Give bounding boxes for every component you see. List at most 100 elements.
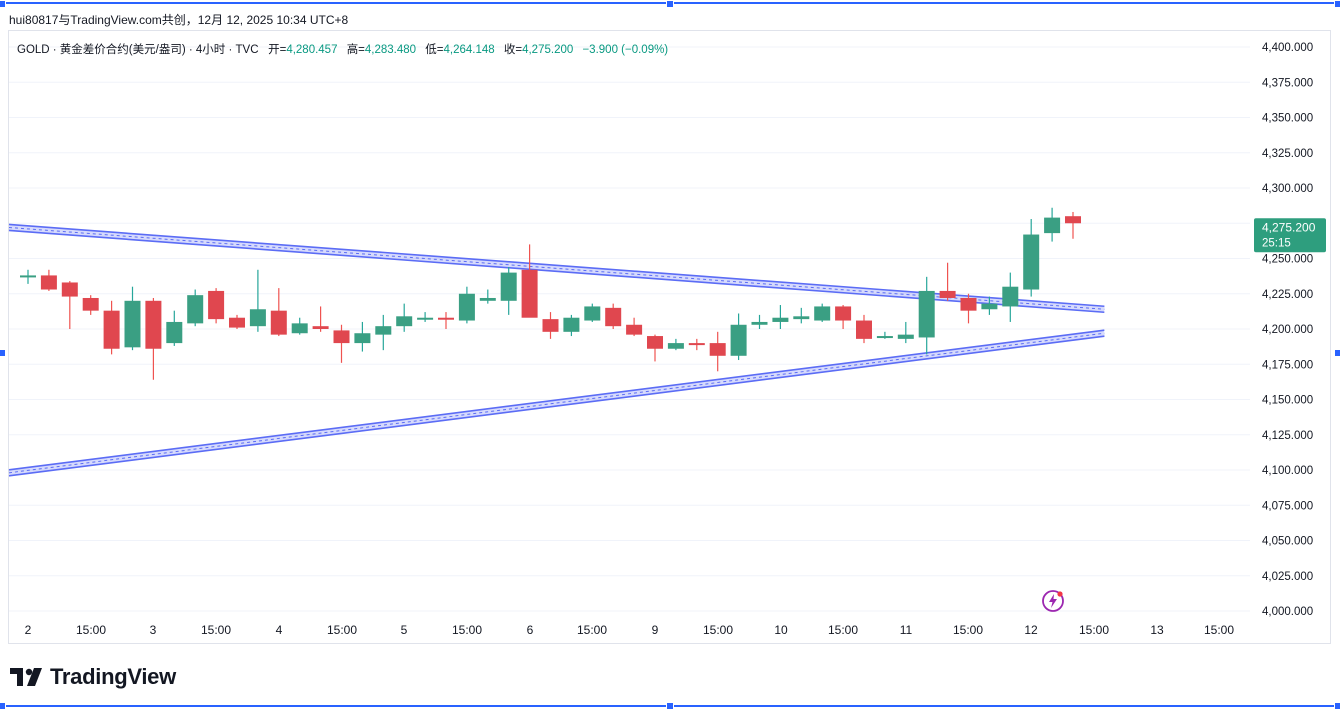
trendline-upper-edge-bottom[interactable] bbox=[8, 229, 1105, 314]
x-tick-label: 13 bbox=[1150, 623, 1164, 637]
y-tick-label: 4,075.000 bbox=[1262, 500, 1313, 512]
candle-body bbox=[375, 326, 392, 335]
resize-handle-left[interactable] bbox=[0, 349, 6, 357]
candle-body bbox=[438, 317, 454, 320]
x-tick-label: 2 bbox=[25, 623, 32, 637]
y-axis[interactable]: 4,400.000 4,375.000 4,350.000 4,325.000 4,30… bbox=[1262, 42, 1313, 618]
x-tick-label: 4 bbox=[276, 623, 283, 637]
high-value: 4,283.480 bbox=[364, 44, 417, 56]
tradingview-logo-icon bbox=[10, 668, 42, 686]
candle-body bbox=[856, 320, 872, 339]
resize-handle-top-left[interactable] bbox=[0, 0, 6, 8]
x-tick-label: 12 bbox=[1024, 623, 1038, 637]
candle-body bbox=[20, 275, 36, 278]
x-tick-label: 15:00 bbox=[201, 623, 231, 637]
y-tick-label: 4,050.000 bbox=[1262, 536, 1313, 548]
candle-body bbox=[270, 310, 287, 335]
resize-handle-top-right[interactable] bbox=[1334, 0, 1340, 8]
candle-body bbox=[876, 336, 893, 339]
candle-body bbox=[647, 336, 663, 349]
candle-body bbox=[814, 306, 831, 321]
candle-body bbox=[605, 307, 622, 327]
close-label: 收= bbox=[503, 44, 523, 56]
last-price-value: 4,275.200 bbox=[1262, 220, 1316, 234]
candle-body bbox=[1002, 286, 1019, 307]
symbol-legend: GOLD · 黄金差价合约(美元/盎司) · 4小时 · TVC 开=4,280… bbox=[17, 41, 668, 57]
resize-handle-right[interactable] bbox=[1334, 349, 1340, 357]
candle-body bbox=[61, 282, 78, 297]
change-value: −3.900 (−0.09%) bbox=[582, 44, 669, 56]
x-tick-label: 15:00 bbox=[452, 623, 482, 637]
x-axis[interactable]: 2 15:00 3 15:00 4 15:00 5 15:00 6 15:00 9 15:00 10 15… bbox=[25, 623, 1235, 637]
tradingview-wordmark: TradingView bbox=[50, 664, 176, 689]
candle-body bbox=[772, 317, 789, 322]
resize-handle-top[interactable] bbox=[666, 0, 674, 8]
x-tick-label: 15:00 bbox=[828, 623, 858, 637]
snapshot-caption: hui80817与TradingView.com共创，12月 12, 2025 … bbox=[9, 13, 349, 27]
candle-body bbox=[981, 303, 998, 310]
candle-body bbox=[291, 323, 308, 334]
candle-body bbox=[166, 321, 183, 344]
chart-frame bbox=[8, 30, 1331, 644]
candle-body bbox=[960, 297, 977, 311]
low-value: 4,264.148 bbox=[443, 44, 495, 56]
x-tick-label: 15:00 bbox=[577, 623, 607, 637]
candle-body bbox=[1044, 217, 1061, 234]
y-tick-label: 4,150.000 bbox=[1262, 395, 1313, 407]
lightning-icon[interactable] bbox=[1041, 589, 1065, 613]
last-price-tag bbox=[1254, 218, 1326, 253]
candle-body bbox=[208, 290, 225, 320]
trendline-lower-edge-bottom[interactable] bbox=[8, 335, 1105, 477]
trendline-lower-edge-top[interactable] bbox=[8, 329, 1105, 471]
candle-body bbox=[939, 290, 956, 298]
candle-body bbox=[333, 330, 350, 344]
open-label: 开= bbox=[268, 44, 287, 56]
x-tick-label: 15:00 bbox=[953, 623, 983, 637]
y-tick-label: 4,200.000 bbox=[1262, 324, 1313, 336]
x-tick-label: 5 bbox=[401, 623, 408, 637]
x-tick-label: 9 bbox=[652, 623, 659, 637]
x-tick-label: 10 bbox=[774, 623, 788, 637]
candle-body bbox=[751, 321, 768, 325]
candle-body bbox=[709, 343, 726, 356]
low-label: 低= bbox=[425, 44, 444, 56]
candle-body bbox=[124, 300, 141, 348]
x-tick-label: 15:00 bbox=[1079, 623, 1109, 637]
y-tick-label: 4,325.000 bbox=[1262, 148, 1313, 160]
tradingview-logo[interactable]: TradingView bbox=[10, 664, 176, 690]
x-tick-label: 11 bbox=[900, 623, 913, 637]
y-tick-label: 4,250.000 bbox=[1262, 254, 1313, 266]
candle-body bbox=[458, 293, 475, 321]
price-tag: 4,275.200 25:15 bbox=[1254, 218, 1326, 253]
candle-body bbox=[688, 343, 705, 346]
x-tick-label: 15:00 bbox=[327, 623, 357, 637]
high-label: 高= bbox=[346, 44, 365, 56]
candle-body bbox=[312, 326, 329, 329]
open-value: 4,280.457 bbox=[286, 44, 338, 56]
candle-body bbox=[730, 324, 747, 356]
candle-body bbox=[145, 300, 162, 349]
candle-body bbox=[82, 297, 99, 311]
x-tick-label: 6 bbox=[527, 623, 534, 637]
candle-body bbox=[626, 324, 643, 335]
candle-body bbox=[103, 310, 120, 349]
y-tick-label: 4,000.000 bbox=[1262, 606, 1313, 618]
y-tick-label: 4,350.000 bbox=[1262, 113, 1313, 125]
candle-body bbox=[584, 306, 601, 321]
candle-body bbox=[249, 309, 266, 327]
candle-body bbox=[667, 343, 684, 349]
candle-body bbox=[479, 297, 496, 301]
y-tick-label: 4,400.000 bbox=[1262, 42, 1313, 54]
x-tick-label: 15:00 bbox=[1204, 623, 1234, 637]
candle-body bbox=[1065, 216, 1081, 224]
x-tick-label: 15:00 bbox=[703, 623, 733, 637]
candle-body bbox=[354, 333, 371, 344]
trendlines[interactable] bbox=[8, 223, 1105, 477]
y-tick-label: 4,125.000 bbox=[1262, 430, 1313, 442]
candle-body bbox=[897, 334, 914, 339]
candle-body bbox=[918, 290, 935, 338]
y-tick-label: 4,375.000 bbox=[1262, 77, 1313, 89]
candles bbox=[20, 207, 1081, 380]
x-tick-label: 3 bbox=[150, 623, 157, 637]
